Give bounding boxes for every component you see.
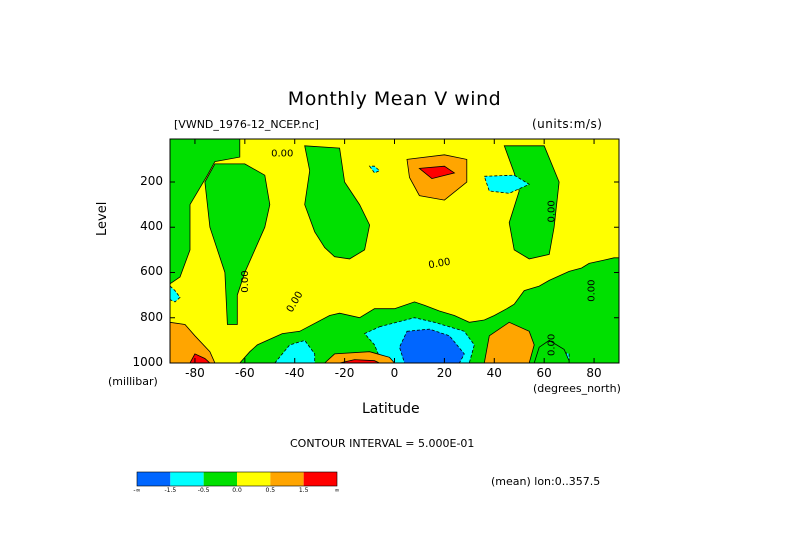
x-tick-label: -20 [334,366,355,380]
contour-region-16 [483,321,535,363]
tick-marks [170,139,619,364]
contour-interval-text: CONTOUR INTERVAL = 5.000E-01 [290,437,475,450]
colorbar [136,471,338,487]
contour-region-6 [418,165,456,180]
contour-region-7 [483,174,531,194]
x-tick-label: 60 [536,366,552,380]
chart-title: Monthly Mean V wind [287,88,502,110]
y-tick-label: 1000 [132,355,163,369]
contour-region-3 [304,145,371,260]
mean-note: (mean) lon:0..357.5 [491,475,601,488]
colorbar-tick-label: 1.5 [298,487,309,494]
contour-region-17 [170,321,216,363]
y-tick-label: 200 [140,173,163,188]
contour-region-1 [170,139,619,363]
y-tick-label: 800 [140,309,163,324]
x-tick-label: 80 [586,366,602,380]
contour-label-5: 0.00 [587,279,598,301]
x-tick-label: 40 [486,366,502,380]
x-tick-label: -40 [284,366,305,380]
colorbar-swatch-3 [237,472,271,486]
colorbar-tick-label: ∞ [334,487,340,494]
contour-region-8 [368,165,381,174]
y-tick-label: 600 [140,264,163,279]
x-axis-label: Latitude [362,401,420,417]
units-label: (units:m/s) [532,117,603,131]
colorbar-swatch-2 [203,472,237,486]
x-tick-label: -80 [185,366,205,380]
colorbar-tick-label: -∞ [133,487,141,494]
contour-label-6: 0.00 [547,334,558,356]
x-tick-label: 0 [390,366,399,380]
x-tick-label: -60 [235,366,255,380]
contour-label-3: 0.00 [428,257,452,272]
colorbar-tick-label: 0.0 [232,487,242,494]
contour-region-10 [399,328,465,363]
colorbar-tick-label: -1.5 [164,487,177,494]
contour-region-2 [204,163,271,325]
x-tick-label: 20 [436,366,453,380]
contour-label-1: 0.00 [240,270,251,292]
colorbar-frame [136,471,338,487]
y-axis-unit: (millibar) [108,375,158,388]
y-tick-label: 400 [140,219,163,234]
dataset-label: [VWND_1976-12_NCEP.nc] [174,118,319,131]
contour-region-14 [324,351,396,363]
colorbar-tick-label: 0.5 [265,487,276,494]
contour-label-0: 0.00 [271,149,293,160]
contour-region-19 [533,339,570,363]
colorbar-swatch-5 [303,472,337,486]
filled-contours [170,139,619,363]
contour-region-12 [170,285,181,303]
contour-region-11 [274,339,316,363]
colorbar-tick-label: -0.5 [197,487,210,494]
colorbar-swatch-1 [170,472,204,486]
contour-region-15 [339,359,380,363]
contour-label-4: 0.00 [547,200,558,222]
x-axis-unit: (degrees_north) [533,382,621,395]
colorbar-swatch-4 [270,472,304,486]
colorbar-swatch-0 [137,472,171,486]
